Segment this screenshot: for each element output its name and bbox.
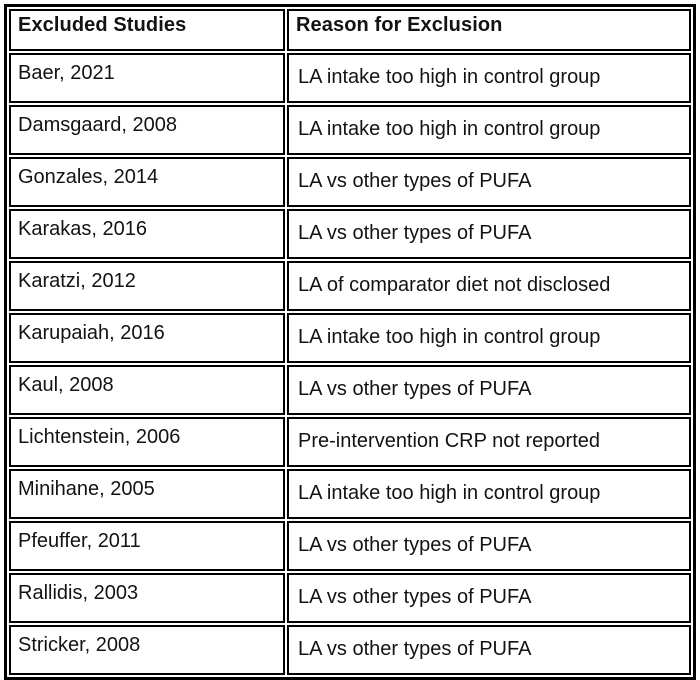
header-row: Excluded Studies Reason for Exclusion xyxy=(9,9,691,51)
reason-cell: LA vs other types of PUFA xyxy=(287,521,691,571)
table-row: Karatzi, 2012 LA of comparator diet not … xyxy=(9,261,691,311)
reason-cell: LA vs other types of PUFA xyxy=(287,625,691,675)
reason-cell: LA vs other types of PUFA xyxy=(287,365,691,415)
excluded-studies-table: Excluded Studies Reason for Exclusion Ba… xyxy=(4,4,696,680)
table-row: Karupaiah, 2016 LA intake too high in co… xyxy=(9,313,691,363)
table-row: Damsgaard, 2008 LA intake too high in co… xyxy=(9,105,691,155)
reason-cell: LA vs other types of PUFA xyxy=(287,157,691,207)
table-row: Kaul, 2008 LA vs other types of PUFA xyxy=(9,365,691,415)
study-cell: Rallidis, 2003 xyxy=(9,573,285,623)
table-row: Lichtenstein, 2006 Pre-intervention CRP … xyxy=(9,417,691,467)
reason-cell: LA intake too high in control group xyxy=(287,105,691,155)
reason-cell: LA intake too high in control group xyxy=(287,313,691,363)
study-cell: Lichtenstein, 2006 xyxy=(9,417,285,467)
column-header-excluded-studies: Excluded Studies xyxy=(9,9,285,51)
reason-cell: LA vs other types of PUFA xyxy=(287,573,691,623)
table-row: Karakas, 2016 LA vs other types of PUFA xyxy=(9,209,691,259)
study-cell: Gonzales, 2014 xyxy=(9,157,285,207)
study-cell: Damsgaard, 2008 xyxy=(9,105,285,155)
document-page: Excluded Studies Reason for Exclusion Ba… xyxy=(4,4,696,680)
study-cell: Karupaiah, 2016 xyxy=(9,313,285,363)
table-body: Baer, 2021 LA intake too high in control… xyxy=(9,53,691,675)
table-row: Rallidis, 2003 LA vs other types of PUFA xyxy=(9,573,691,623)
study-cell: Pfeuffer, 2011 xyxy=(9,521,285,571)
reason-cell: LA vs other types of PUFA xyxy=(287,209,691,259)
table-row: Minihane, 2005 LA intake too high in con… xyxy=(9,469,691,519)
column-header-reason-for-exclusion: Reason for Exclusion xyxy=(287,9,691,51)
table-row: Gonzales, 2014 LA vs other types of PUFA xyxy=(9,157,691,207)
table-row: Pfeuffer, 2011 LA vs other types of PUFA xyxy=(9,521,691,571)
study-cell: Karatzi, 2012 xyxy=(9,261,285,311)
study-cell: Stricker, 2008 xyxy=(9,625,285,675)
study-cell: Baer, 2021 xyxy=(9,53,285,103)
reason-cell: LA of comparator diet not disclosed xyxy=(287,261,691,311)
reason-cell: LA intake too high in control group xyxy=(287,53,691,103)
table-row: Stricker, 2008 LA vs other types of PUFA xyxy=(9,625,691,675)
study-cell: Kaul, 2008 xyxy=(9,365,285,415)
table-row: Baer, 2021 LA intake too high in control… xyxy=(9,53,691,103)
study-cell: Karakas, 2016 xyxy=(9,209,285,259)
reason-cell: Pre-intervention CRP not reported xyxy=(287,417,691,467)
reason-cell: LA intake too high in control group xyxy=(287,469,691,519)
study-cell: Minihane, 2005 xyxy=(9,469,285,519)
